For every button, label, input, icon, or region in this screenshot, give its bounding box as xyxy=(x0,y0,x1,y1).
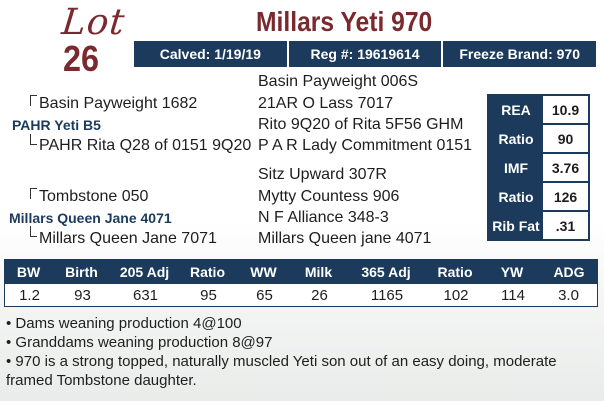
table-cell: 1165 xyxy=(370,286,404,304)
sire-dam-dam: P A R Lady Commitment 0151 xyxy=(258,137,473,154)
calved-date: Calved: 1/19/19 xyxy=(159,46,261,62)
epd-label: REA xyxy=(501,101,531,118)
note-item: • 970 is a strong topped, naturally musc… xyxy=(6,353,557,389)
epd-label: Ratio xyxy=(498,188,534,205)
lot-notes: • Dams weaning production 4@100 • Grandd… xyxy=(6,314,598,390)
pedigree-bracket xyxy=(30,226,37,237)
epd-row: Rib Fat .31 xyxy=(489,212,588,239)
sire-sire-dam: 21AR O Lass 7017 xyxy=(258,95,394,112)
animal-title: Millars Yeti 970 xyxy=(256,6,433,37)
performance-header-row: BW Birth 205 Adj Ratio WW Milk 365 Adj R… xyxy=(4,259,598,284)
table-cell: 1.2 xyxy=(19,286,40,304)
table-cell: 102 xyxy=(443,286,469,304)
sire-dam: PAHR Rita Q28 of 0151 9Q20 xyxy=(39,137,252,154)
dam-sire-dam: Mytty Countess 906 xyxy=(258,188,400,205)
dam-sire-sire: Sitz Upward 307R xyxy=(258,166,387,183)
column-header: Ratio xyxy=(437,263,473,280)
table-cell: 95 xyxy=(200,286,217,304)
column-header: 205 Adj xyxy=(119,263,170,280)
dam-dam-dam: Millars Queen jane 4071 xyxy=(258,230,432,247)
epd-label: Ratio xyxy=(498,130,534,147)
epd-value: 126 xyxy=(543,183,588,210)
epd-row: Ratio 90 xyxy=(489,125,588,152)
column-header: 365 Adj xyxy=(361,263,411,280)
lot-label: Lot xyxy=(59,2,128,43)
epd-value: 10.9 xyxy=(543,96,588,123)
freeze-brand: Freeze Brand: 970 xyxy=(441,41,596,67)
dam-dam-sire: N F Alliance 348-3 xyxy=(258,209,389,226)
epd-value: .31 xyxy=(543,212,588,239)
table-cell: 93 xyxy=(74,286,91,304)
epd-label: IMF xyxy=(503,159,529,176)
info-bar: Calved: 1/19/19 Reg #: 19619614 Freeze B… xyxy=(134,41,596,67)
performance-table: BW Birth 205 Adj Ratio WW Milk 365 Adj R… xyxy=(4,259,598,307)
sire-name: PAHR Yeti B5 xyxy=(12,117,101,133)
epd-value: 3.76 xyxy=(543,154,588,181)
table-cell: 3.0 xyxy=(558,286,579,304)
epd-value: 90 xyxy=(543,125,588,152)
pedigree-bracket xyxy=(30,188,37,199)
column-header: Milk xyxy=(304,263,333,280)
epd-row: REA 10.9 xyxy=(489,96,588,123)
column-header: YW xyxy=(500,263,524,280)
dam-sire: Tombstone 050 xyxy=(39,188,149,205)
column-header: Birth xyxy=(65,263,98,280)
table-cell: 631 xyxy=(132,286,159,304)
epd-row: Ratio 126 xyxy=(489,183,588,210)
column-header: Ratio xyxy=(190,263,225,280)
pedigree-bracket xyxy=(30,134,37,145)
carcass-epd-table: REA 10.9 Ratio 90 IMF 3.76 Ratio 126 Rib… xyxy=(487,94,590,241)
registration-number: Reg #: 19619614 xyxy=(286,41,442,67)
column-header: BW xyxy=(16,263,41,280)
sire-sire-sire: Basin Payweight 006S xyxy=(258,73,419,90)
pedigree-bracket xyxy=(30,95,37,106)
table-cell: 65 xyxy=(256,286,273,304)
dam-dam: Millars Queen Jane 7071 xyxy=(39,230,217,247)
table-cell: 114 xyxy=(501,286,525,304)
epd-row: IMF 3.76 xyxy=(489,154,588,181)
table-cell: 26 xyxy=(311,286,328,304)
performance-value-row: 1.2 93 631 95 65 26 1165 102 114 3.0 xyxy=(4,284,598,307)
note-item: • Dams weaning production 4@100 xyxy=(6,315,242,332)
sire-dam-sire: Rito 9Q20 of Rita 5F56 GHM xyxy=(258,116,464,133)
lot-number: 26 xyxy=(62,38,100,79)
sire-sire: Basin Payweight 1682 xyxy=(39,95,198,112)
note-item: • Granddams weaning production 8@97 xyxy=(6,334,273,351)
dam-name: Millars Queen Jane 4071 xyxy=(9,210,172,226)
column-header: WW xyxy=(250,263,277,280)
column-header: ADG xyxy=(553,263,585,280)
epd-label: Rib Fat xyxy=(492,217,540,234)
